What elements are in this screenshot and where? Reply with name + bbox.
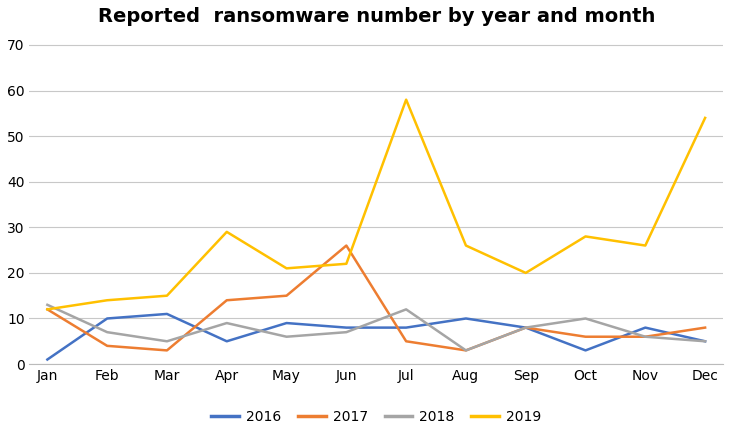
Legend: 2016, 2017, 2018, 2019: 2016, 2017, 2018, 2019 bbox=[206, 404, 547, 429]
Title: Reported  ransomware number by year and month: Reported ransomware number by year and m… bbox=[98, 7, 655, 26]
